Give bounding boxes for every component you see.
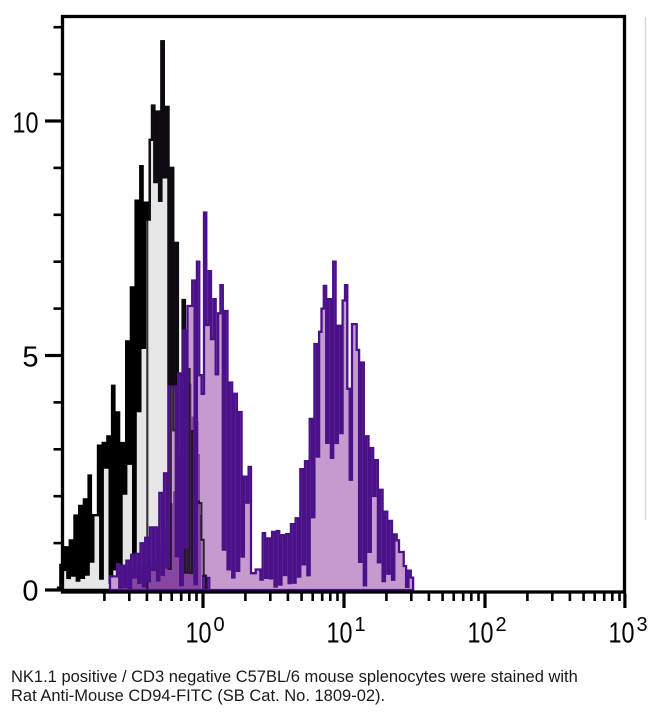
svg-text:10: 10: [186, 618, 212, 650]
svg-text:0: 0: [22, 576, 38, 608]
svg-text:1: 1: [355, 614, 366, 636]
svg-text:10: 10: [13, 108, 39, 140]
svg-text:10: 10: [327, 618, 353, 650]
svg-text:0: 0: [214, 614, 225, 636]
svg-text:5: 5: [22, 342, 38, 374]
svg-text:10: 10: [468, 618, 494, 650]
svg-text:2: 2: [496, 614, 507, 636]
svg-text:3: 3: [637, 614, 648, 636]
svg-text:10: 10: [609, 618, 635, 650]
